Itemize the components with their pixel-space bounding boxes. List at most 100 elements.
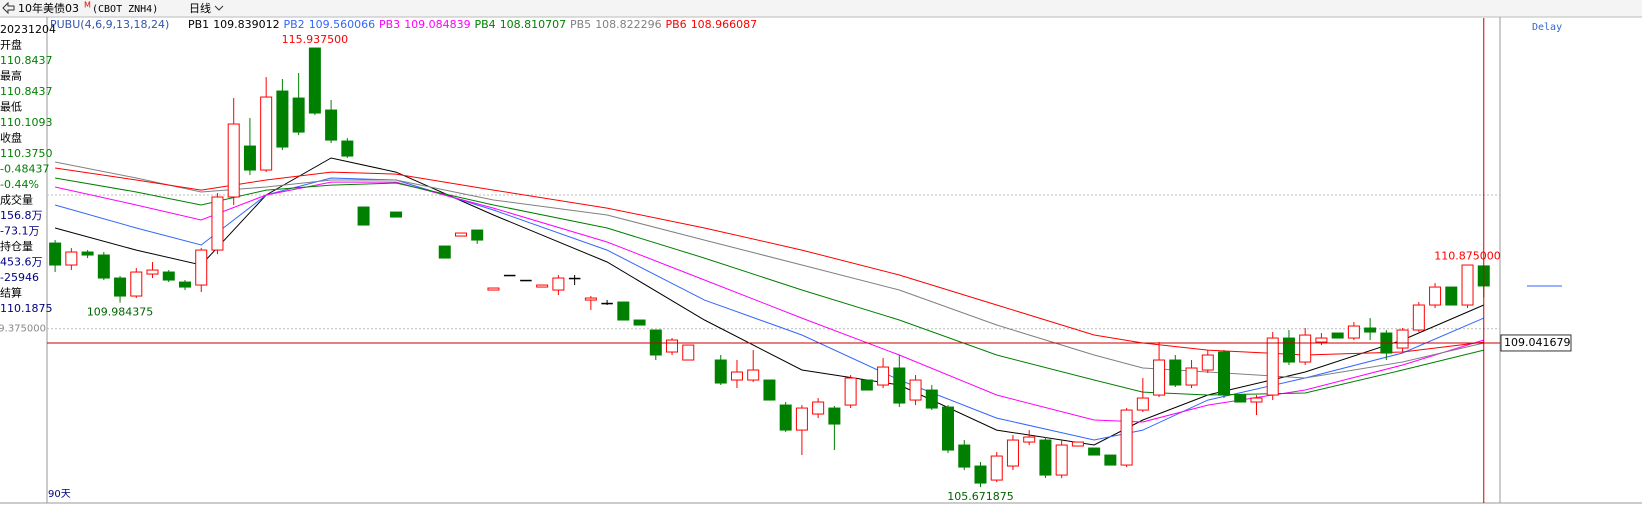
candle-body bbox=[390, 211, 403, 218]
candle-body bbox=[1347, 325, 1360, 339]
candle-body bbox=[357, 206, 370, 226]
candle-body bbox=[747, 369, 760, 381]
candle-body bbox=[49, 242, 62, 266]
candle-body bbox=[1071, 441, 1084, 447]
candle-body bbox=[1461, 264, 1474, 306]
candle-body bbox=[958, 444, 971, 468]
legend-value: 108.810707 bbox=[500, 18, 566, 31]
candle-body bbox=[795, 407, 808, 431]
period-select[interactable]: 日线 bbox=[189, 1, 211, 15]
candle-body bbox=[454, 232, 467, 237]
info-text: 110.8437 bbox=[0, 54, 53, 67]
plot-area bbox=[47, 47, 1500, 488]
info-text: 110.8437 bbox=[0, 85, 53, 98]
candle-body bbox=[503, 274, 516, 277]
candle-body bbox=[146, 269, 159, 275]
info-text: 20231204 bbox=[0, 23, 56, 36]
extreme-label: 115.937500 bbox=[282, 33, 348, 46]
candle-body bbox=[714, 359, 727, 384]
candle-body bbox=[1120, 409, 1133, 466]
legend-value: 109.839012 bbox=[213, 18, 279, 31]
candle-body bbox=[730, 371, 743, 381]
status: Delay bbox=[1532, 22, 1562, 33]
candle-body bbox=[763, 379, 776, 401]
legend: PUBU(4,6,9,13,18,24) PB1 109.839012 PB2 109.… bbox=[50, 18, 757, 31]
candle-body bbox=[243, 145, 256, 171]
candle-body bbox=[536, 284, 549, 288]
info-text: 453.6万 bbox=[0, 256, 43, 269]
symbol-mark: M bbox=[84, 1, 91, 10]
candle-body bbox=[1153, 359, 1166, 396]
info-text: 156.8万 bbox=[0, 209, 43, 222]
info-text: 110.1093 bbox=[0, 116, 53, 129]
candle-body bbox=[211, 196, 224, 251]
candle-body bbox=[227, 123, 240, 198]
range-label: 90天 bbox=[48, 489, 71, 500]
candle-body bbox=[682, 344, 695, 361]
candle-body bbox=[844, 377, 857, 406]
info-text: 最高 bbox=[0, 69, 22, 83]
candle-body bbox=[308, 47, 321, 114]
candle-body bbox=[1006, 439, 1019, 467]
legend-value: 109.560066 bbox=[309, 18, 375, 31]
info-text: 110.3750 bbox=[0, 147, 53, 160]
candle-body bbox=[1282, 337, 1295, 363]
candle-body bbox=[325, 109, 338, 141]
candle-body bbox=[1266, 337, 1279, 396]
candle-body bbox=[893, 367, 906, 404]
legend-entry: PB2 109.560066 bbox=[284, 18, 376, 31]
candle-body bbox=[1039, 439, 1052, 476]
contract: (CBOT ZNH4) bbox=[92, 4, 158, 15]
legend-entry: PB5 108.822296 bbox=[570, 18, 662, 31]
price-label: 109.041679 bbox=[1504, 336, 1570, 349]
candle-body bbox=[990, 455, 1003, 481]
legend-value: 108.822296 bbox=[595, 18, 661, 31]
legend-value: 109.084839 bbox=[404, 18, 470, 31]
candle-body bbox=[925, 389, 938, 409]
candle-body bbox=[162, 271, 175, 281]
candle-body bbox=[276, 90, 289, 148]
candle-body bbox=[1429, 286, 1442, 306]
candle-body bbox=[1445, 286, 1458, 306]
candle-body bbox=[974, 465, 987, 484]
info-text: 110.1875 bbox=[0, 302, 53, 315]
candle-body bbox=[601, 302, 613, 305]
candle-body bbox=[260, 96, 273, 171]
extreme-label: 110.875000 bbox=[1434, 250, 1500, 263]
info-text: 成交量 bbox=[0, 193, 33, 207]
back-icon[interactable] bbox=[2, 1, 15, 15]
candle-body bbox=[552, 277, 565, 291]
y-tick-label: 109.375000 bbox=[0, 324, 46, 335]
legend-entry: PB6 108.966087 bbox=[666, 18, 758, 31]
info-text: 持仓量 bbox=[0, 239, 33, 253]
candle-body bbox=[942, 406, 955, 451]
legend-value: 108.966087 bbox=[691, 18, 757, 31]
candle-body bbox=[1185, 367, 1198, 386]
candle-body bbox=[1412, 304, 1425, 331]
candle-body bbox=[81, 251, 94, 256]
candle-body bbox=[1088, 447, 1101, 456]
dropdown-icon[interactable] bbox=[214, 5, 224, 11]
legend-name: PB2 bbox=[284, 18, 305, 31]
candle-body bbox=[178, 281, 191, 288]
candle-body bbox=[568, 277, 581, 280]
candle-body bbox=[471, 229, 484, 241]
legend-name: PB3 bbox=[379, 18, 400, 31]
candle-body bbox=[860, 379, 873, 391]
info-text: 结算 bbox=[0, 286, 22, 300]
info-text: -0.48437 bbox=[0, 163, 49, 176]
legend-entry: PB1 109.839012 bbox=[188, 18, 280, 31]
candle-body bbox=[1234, 394, 1247, 403]
info-text: -25946 bbox=[0, 271, 39, 284]
candle-body bbox=[812, 401, 825, 415]
legend-entry: PB4 108.810707 bbox=[475, 18, 567, 31]
legend-name: PB6 bbox=[666, 18, 687, 31]
info-panel: 20231204 开盘 110.8437 最高 110.8437 最低 110.1093 收盘… bbox=[0, 23, 56, 315]
candle-body bbox=[1055, 444, 1068, 476]
legend-name: PB1 bbox=[188, 18, 209, 31]
symbol[interactable]: 10年美债03 bbox=[18, 1, 79, 15]
legend-name: PB5 bbox=[570, 18, 591, 31]
price-box bbox=[1500, 334, 1572, 352]
